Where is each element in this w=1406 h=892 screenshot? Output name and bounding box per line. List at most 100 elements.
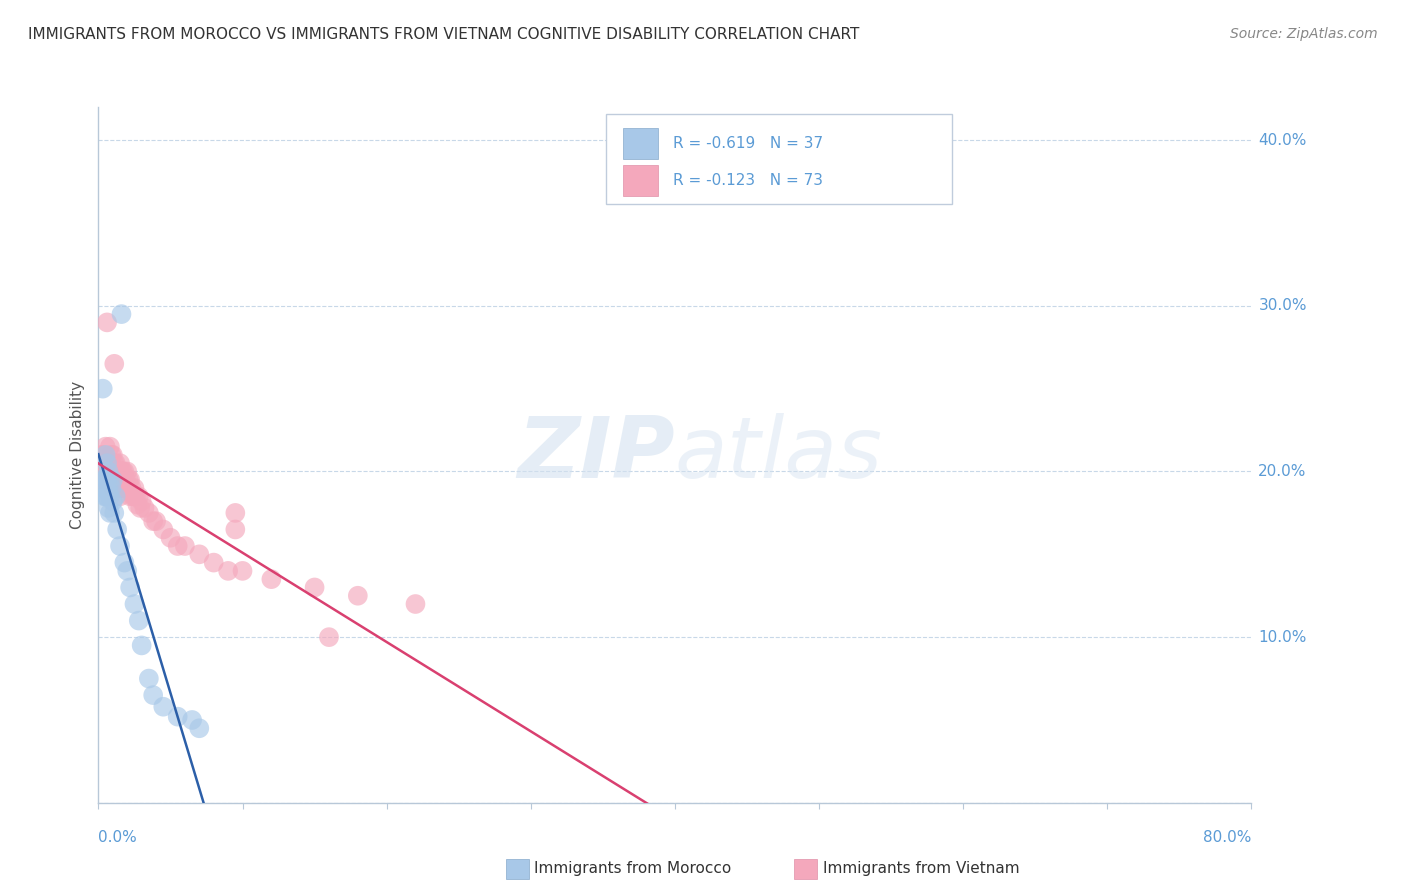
- Point: [103, 357, 125, 371]
- Point: [107, 481, 129, 495]
- Point: [93, 489, 115, 503]
- Point: [138, 672, 160, 686]
- Point: [101, 448, 124, 462]
- Point: [98, 506, 121, 520]
- Point: [94, 456, 117, 470]
- Point: [97, 484, 120, 499]
- Point: [108, 489, 131, 503]
- Point: [231, 564, 254, 578]
- Point: [91, 382, 114, 396]
- Point: [110, 481, 132, 495]
- Text: ZIP: ZIP: [517, 413, 675, 497]
- Point: [103, 473, 125, 487]
- Point: [96, 456, 118, 470]
- Point: [94, 473, 117, 487]
- Point: [91, 473, 114, 487]
- Point: [91, 481, 114, 495]
- Point: [103, 506, 125, 520]
- Point: [145, 514, 167, 528]
- Point: [93, 473, 115, 487]
- Text: Immigrants from Vietnam: Immigrants from Vietnam: [823, 862, 1019, 876]
- Bar: [623, 165, 658, 196]
- Point: [101, 465, 124, 479]
- Point: [90, 448, 112, 462]
- Point: [304, 581, 326, 595]
- Point: [124, 597, 146, 611]
- Point: [202, 556, 225, 570]
- Text: 40.0%: 40.0%: [1258, 133, 1306, 148]
- Point: [108, 473, 131, 487]
- Point: [97, 473, 120, 487]
- Point: [174, 539, 197, 553]
- Point: [100, 481, 122, 495]
- Point: [152, 699, 174, 714]
- Point: [101, 494, 124, 508]
- Point: [112, 556, 135, 570]
- Point: [101, 481, 124, 495]
- FancyBboxPatch shape: [606, 114, 952, 204]
- Text: 80.0%: 80.0%: [1204, 830, 1251, 845]
- Point: [105, 465, 128, 479]
- Point: [125, 489, 148, 503]
- Point: [98, 473, 121, 487]
- Point: [108, 539, 131, 553]
- Text: IMMIGRANTS FROM MOROCCO VS IMMIGRANTS FROM VIETNAM COGNITIVE DISABILITY CORRELAT: IMMIGRANTS FROM MOROCCO VS IMMIGRANTS FR…: [28, 27, 859, 42]
- Point: [94, 440, 117, 454]
- Point: [129, 500, 152, 515]
- Y-axis label: Cognitive Disability: Cognitive Disability: [70, 381, 86, 529]
- Text: R = -0.619   N = 37: R = -0.619 N = 37: [672, 136, 823, 151]
- Point: [120, 489, 142, 503]
- Point: [110, 465, 132, 479]
- Point: [104, 489, 127, 503]
- Point: [112, 465, 135, 479]
- Point: [131, 494, 153, 508]
- Point: [127, 498, 149, 512]
- Point: [318, 630, 340, 644]
- Point: [93, 465, 115, 479]
- Point: [120, 581, 142, 595]
- Point: [131, 639, 153, 653]
- Point: [111, 465, 134, 479]
- Point: [260, 572, 283, 586]
- Point: [117, 465, 138, 479]
- Point: [152, 523, 174, 537]
- Text: 0.0%: 0.0%: [98, 830, 138, 845]
- Point: [114, 473, 136, 487]
- Point: [181, 713, 204, 727]
- Point: [100, 448, 122, 462]
- Point: [100, 465, 122, 479]
- Point: [166, 539, 188, 553]
- Point: [134, 500, 156, 515]
- Point: [96, 473, 118, 487]
- Point: [188, 547, 211, 561]
- Point: [224, 523, 246, 537]
- Point: [166, 709, 188, 723]
- Point: [117, 481, 138, 495]
- Text: 20.0%: 20.0%: [1258, 464, 1306, 479]
- Text: Immigrants from Morocco: Immigrants from Morocco: [534, 862, 731, 876]
- Point: [124, 489, 146, 503]
- Point: [98, 473, 121, 487]
- Point: [104, 456, 127, 470]
- Point: [94, 448, 117, 462]
- Text: 30.0%: 30.0%: [1258, 298, 1306, 313]
- Point: [142, 688, 165, 702]
- Point: [97, 465, 120, 479]
- Point: [138, 506, 160, 520]
- Point: [346, 589, 368, 603]
- Point: [110, 307, 132, 321]
- Point: [90, 473, 112, 487]
- Point: [107, 465, 129, 479]
- Text: atlas: atlas: [675, 413, 883, 497]
- Point: [96, 456, 118, 470]
- Point: [105, 523, 128, 537]
- Point: [94, 473, 117, 487]
- Text: 10.0%: 10.0%: [1258, 630, 1306, 645]
- Point: [96, 473, 118, 487]
- Point: [142, 514, 165, 528]
- Point: [105, 481, 128, 495]
- Point: [96, 315, 118, 329]
- Point: [108, 456, 131, 470]
- Point: [122, 489, 145, 503]
- Point: [124, 481, 146, 495]
